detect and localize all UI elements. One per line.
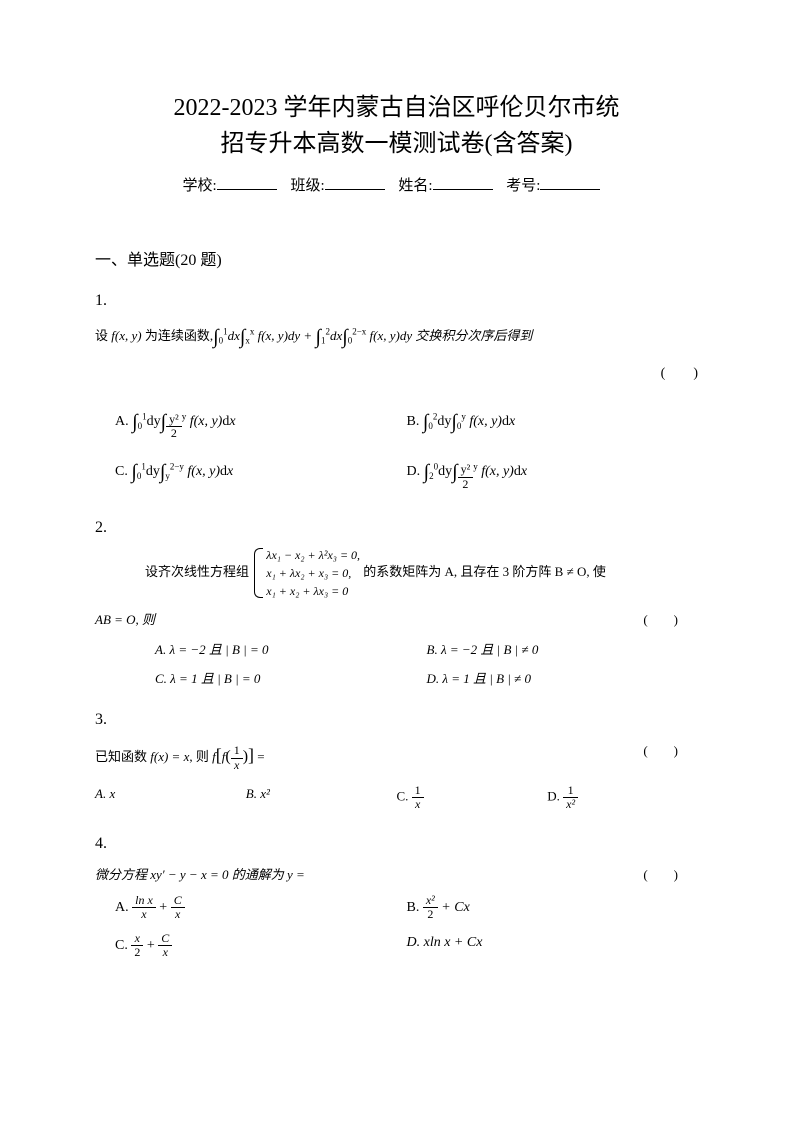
q3-number: 3. <box>95 707 698 733</box>
q4-a-label: A. <box>115 900 132 915</box>
q2-text: 设齐次线性方程组 λx₁ − x₂ + λ²x₃ = 0, x₁ + λx₂ +… <box>95 546 698 600</box>
q4-c-num2: C <box>158 932 172 946</box>
q4-text: 微分方程 xy′ − y − x = 0 的通解为 y = <box>95 867 305 882</box>
q1-mid1: 为连续函数, <box>142 328 214 343</box>
q3-text: 已知函数 f(x) = x, 则 f[f(1x)] = ( ) <box>95 739 698 772</box>
q3-c-label: C. <box>397 789 412 804</box>
q2-prefix: 设齐次线性方程组 <box>145 564 249 579</box>
class-label: 班级: <box>290 178 324 194</box>
question-2: 2. 设齐次线性方程组 λx₁ − x₂ + λ²x₃ = 0, x₁ + λx… <box>95 515 698 690</box>
student-info-line: 学校: 班级: 姓名: 考号: <box>95 174 698 198</box>
q4-b-num: x² <box>423 894 438 908</box>
q2-opt-d: D. λ = 1 且 | B | ≠ 0 <box>427 669 699 690</box>
q1-sub2: x <box>245 336 250 346</box>
q1-opt-d: D. ∫20dy∫y²2y f(x, y)dx <box>407 456 699 491</box>
q3-paren: ( ) <box>643 739 678 762</box>
title-line-1: 2022-2023 学年内蒙古自治区呼伦贝尔市统 <box>174 95 620 121</box>
q1-dx2: dx <box>330 328 342 343</box>
q4-a-den2: x <box>171 908 185 921</box>
q4-opt-c: C. x2 + Cx <box>115 932 407 959</box>
section-heading: 一、单选题(20 题) <box>95 248 698 274</box>
q2-paren: ( ) <box>643 608 678 631</box>
title-line-2: 招专升本高数一模测试卷(含答案) <box>221 131 573 157</box>
q2-opt-a: A. λ = −2 且 | B | = 0 <box>155 640 427 661</box>
class-blank <box>325 174 385 190</box>
q3-fx: f(x) = x <box>150 749 189 764</box>
q1-opt-b: B. ∫02dy∫0y f(x, y)dx <box>407 406 699 441</box>
q2-line2-row: AB = O, 则 ( ) <box>95 608 698 631</box>
q4-a-plus: + <box>156 900 171 915</box>
q3-mid: , 则 <box>189 749 212 764</box>
q4-b-label: B. <box>407 900 423 915</box>
q3-d-num: 1 <box>563 784 578 798</box>
q2-options: A. λ = −2 且 | B | = 0 B. λ = −2 且 | B | … <box>95 640 698 690</box>
exam-title: 2022-2023 学年内蒙古自治区呼伦贝尔市统 招专升本高数一模测试卷(含答案… <box>95 90 698 162</box>
q1-number: 1. <box>95 288 698 314</box>
school-blank <box>217 174 277 190</box>
q1-fxy: f(x, y) <box>111 328 141 343</box>
q1-sub1: 0 <box>219 336 224 346</box>
q3-d-den: x² <box>563 798 578 811</box>
q4-c-plus: + <box>143 937 158 952</box>
q4-opt-b: B. x²2 + Cx <box>407 894 699 921</box>
q2-sys-r3: x₁ + x₂ + λx₃ = 0 <box>266 582 360 600</box>
q1-dx1: dx <box>228 328 240 343</box>
q1-tail: f(x, y)dy 交换积分次序后得到 <box>370 328 533 343</box>
q4-a-num2: C <box>171 894 185 908</box>
q3-c-den: x <box>412 798 424 811</box>
q4-text-row: 微分方程 xy′ − y − x = 0 的通解为 y = ( ) <box>95 863 698 886</box>
q1-sub3: 1 <box>321 336 326 346</box>
q3-prefix: 已知函数 <box>95 749 150 764</box>
q3-opt-b: B. x² <box>246 784 397 811</box>
q1-opt-c: C. ∫01dy∫y2−y f(x, y)dx <box>115 456 407 491</box>
question-1: 1. 设 f(x, y) 为连续函数,∫01dx∫xx f(x, y)dy + … <box>95 288 698 491</box>
q3-opt-d: D. 1x² <box>547 784 698 811</box>
q4-options: A. ln xx + Cx B. x²2 + Cx C. x2 + Cx D. … <box>95 894 698 959</box>
q3-c-num: 1 <box>412 784 424 798</box>
examno-blank <box>540 174 600 190</box>
q2-opt-c: C. λ = 1 且 | B | = 0 <box>155 669 427 690</box>
q3-opt-c: C. 1x <box>397 784 548 811</box>
q1-prefix: 设 <box>95 328 111 343</box>
q4-c-den: 2 <box>131 946 143 959</box>
q4-paren: ( ) <box>643 863 678 886</box>
q1-paren: ( ) <box>661 366 698 381</box>
q2-mid: 的系数矩阵为 A, 且存在 3 阶方阵 B ≠ O, 使 <box>363 564 606 579</box>
q2-number: 2. <box>95 515 698 541</box>
name-blank <box>433 174 493 190</box>
school-label: 学校: <box>183 178 217 194</box>
q4-b-tail: + Cx <box>438 900 470 915</box>
q1-text: 设 f(x, y) 为连续函数,∫01dx∫xx f(x, y)dy + ∫12… <box>95 319 698 355</box>
q2-sys-r2: x₁ + λx₂ + x₃ = 0, <box>266 564 360 582</box>
q1-sup4: 2−x <box>352 327 366 337</box>
q2-sys-r1: λx₁ − x₂ + λ²x₃ = 0, <box>266 546 360 564</box>
q4-a-num: ln x <box>132 894 156 908</box>
q2-opt-b: B. λ = −2 且 | B | ≠ 0 <box>427 640 699 661</box>
q1-sub4: 0 <box>348 336 353 346</box>
name-label: 姓名: <box>398 178 432 194</box>
q4-c-num: x <box>131 932 143 946</box>
q4-b-den: 2 <box>423 908 438 921</box>
q4-opt-a: A. ln xx + Cx <box>115 894 407 921</box>
q1-opt-a: A. ∫01dy∫y²2y f(x, y)dx <box>115 406 407 441</box>
q3-options: A. x B. x² C. 1x D. 1x² <box>95 784 698 811</box>
q2-line2: AB = O, 则 <box>95 612 155 627</box>
q3-opt-a: A. x <box>95 784 246 811</box>
q4-opt-d: D. xln x + Cx <box>407 932 699 959</box>
q4-a-den: x <box>132 908 156 921</box>
q1-options: A. ∫01dy∫y²2y f(x, y)dx B. ∫02dy∫0y f(x,… <box>95 406 698 491</box>
question-4: 4. 微分方程 xy′ − y − x = 0 的通解为 y = ( ) A. … <box>95 831 698 959</box>
q1-sup2: x <box>250 327 255 337</box>
q4-number: 4. <box>95 831 698 857</box>
question-3: 3. 已知函数 f(x) = x, 则 f[f(1x)] = ( ) A. x … <box>95 707 698 811</box>
examno-label: 考号: <box>506 178 540 194</box>
q4-c-label: C. <box>115 937 131 952</box>
q4-c-den2: x <box>158 946 172 959</box>
q1-mid2: f(x, y)dy + <box>258 328 316 343</box>
q2-system: λx₁ − x₂ + λ²x₃ = 0, x₁ + λx₂ + x₃ = 0, … <box>252 546 360 600</box>
q3-d-label: D. <box>547 789 563 804</box>
